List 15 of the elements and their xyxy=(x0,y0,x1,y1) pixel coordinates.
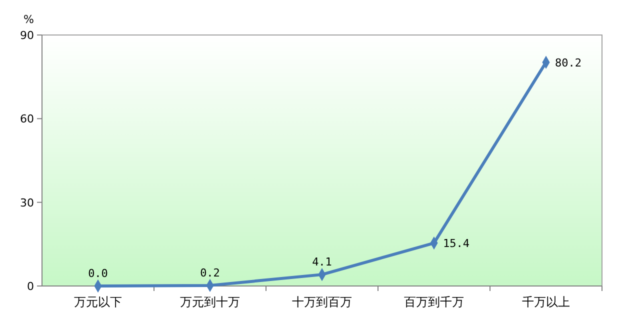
data-label: 0.2 xyxy=(200,266,220,280)
data-label: 4.1 xyxy=(312,256,332,269)
y-tick-label: 0 xyxy=(27,280,34,293)
x-tick-label: 百万到千万 xyxy=(404,295,464,309)
y-tick-label: 30 xyxy=(20,196,34,210)
data-label: 80.2 xyxy=(555,56,582,70)
x-tick-label: 千万以上 xyxy=(522,295,570,309)
x-tick-label: 十万到百万 xyxy=(292,295,352,309)
data-label: 15.4 xyxy=(443,237,470,250)
y-tick-label: 90 xyxy=(20,29,34,42)
x-tick-label: 万元以下 xyxy=(74,295,122,309)
y-tick-label: 60 xyxy=(20,112,34,126)
x-tick-label: 万元到十万 xyxy=(180,295,240,309)
y-axis-title: % xyxy=(24,13,34,26)
data-label: 0.0 xyxy=(88,267,108,280)
